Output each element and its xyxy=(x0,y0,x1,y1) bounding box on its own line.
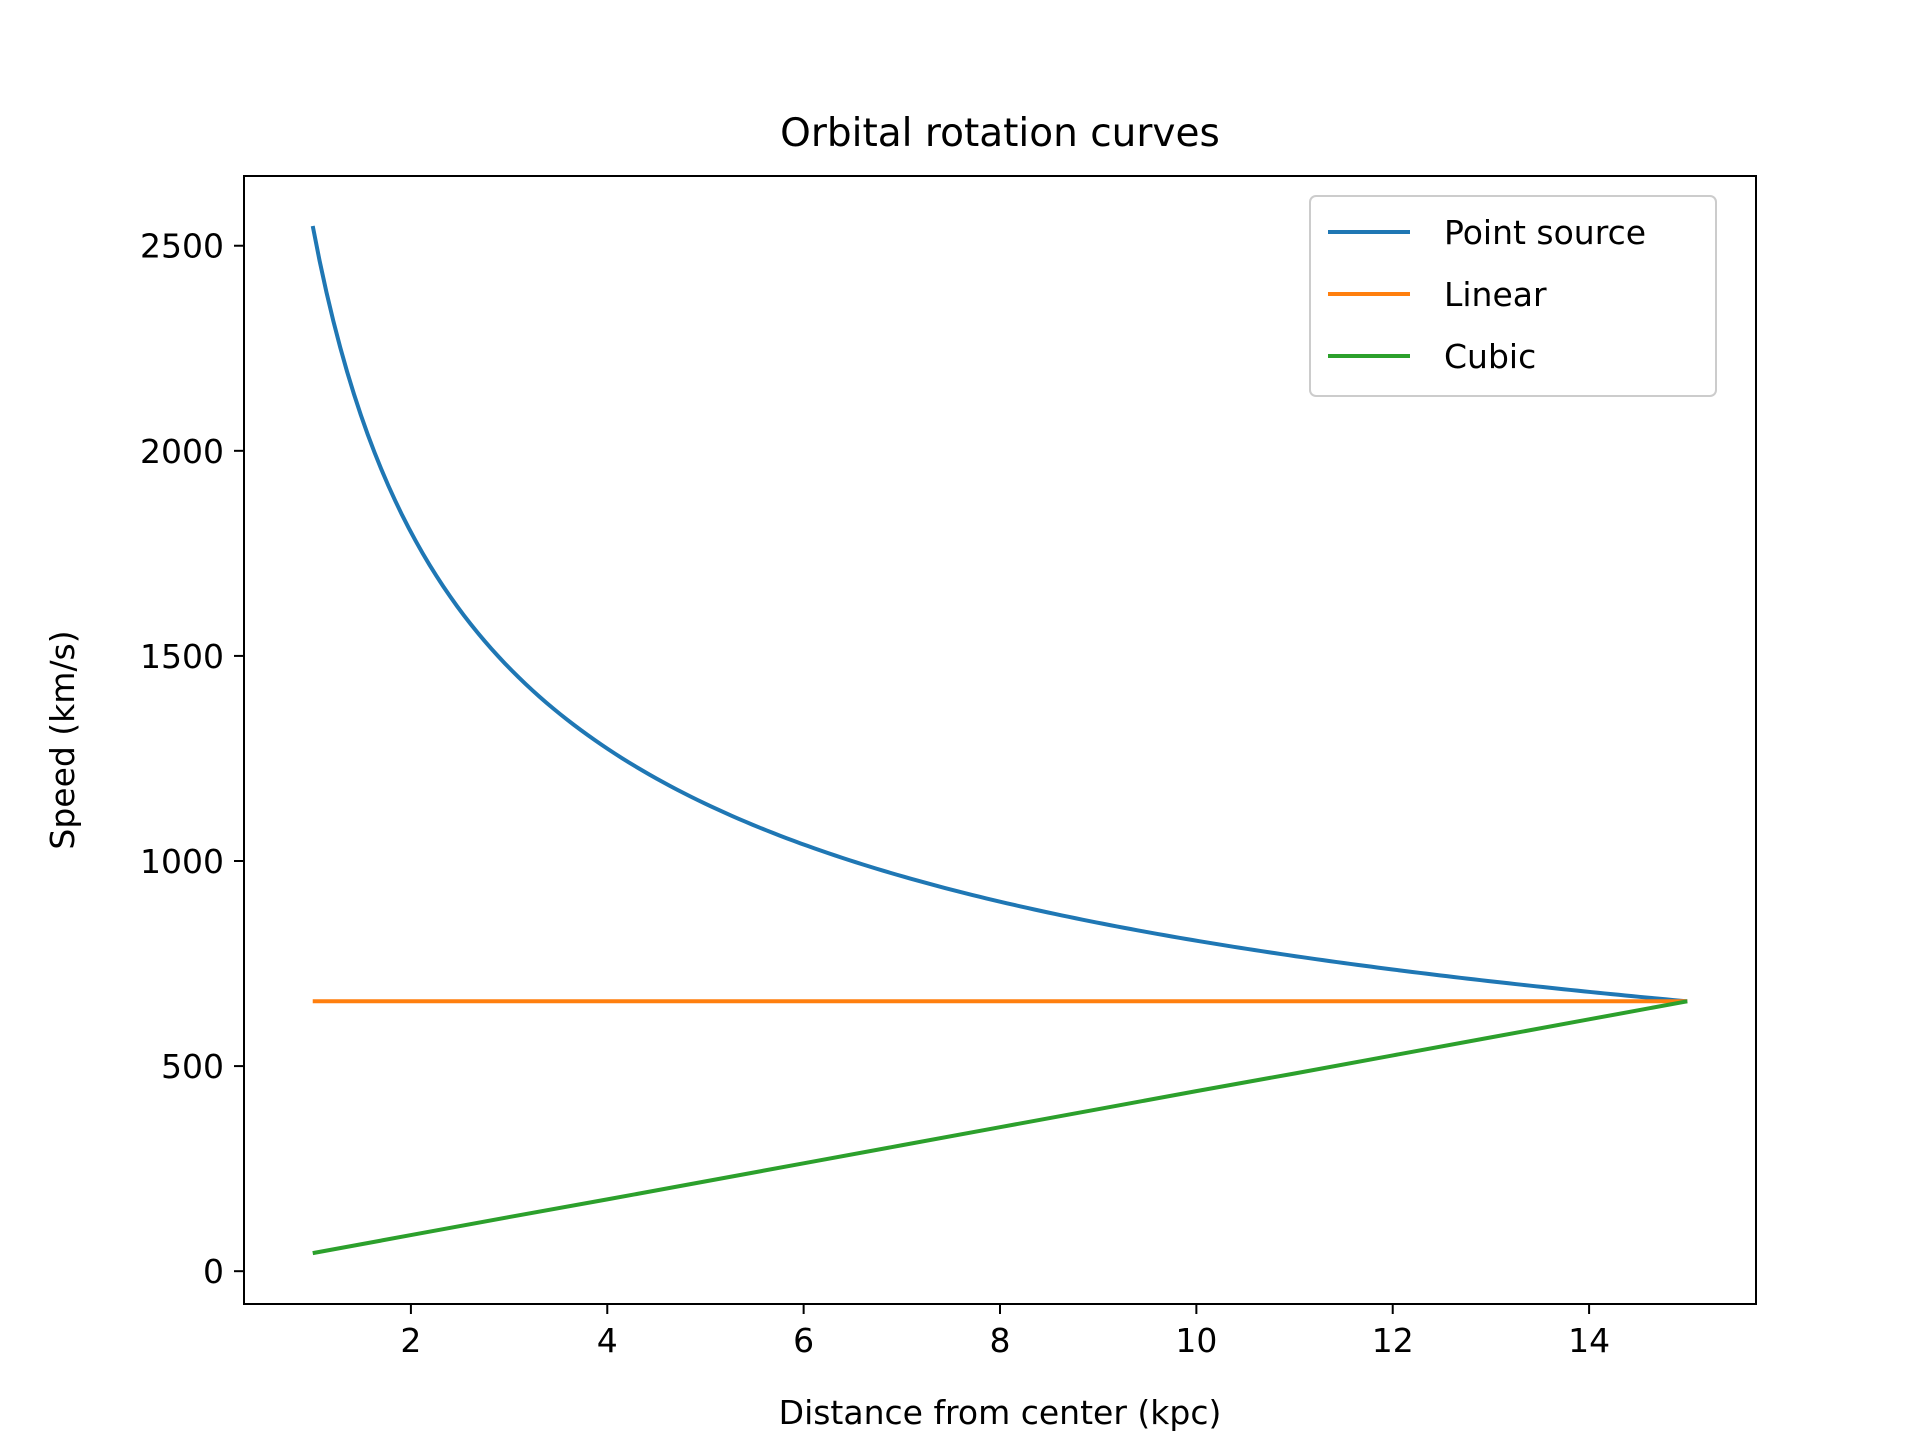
x-tick-label: 2 xyxy=(400,1321,421,1360)
y-tick-label: 1000 xyxy=(140,842,224,881)
x-tick-label: 8 xyxy=(990,1321,1011,1360)
x-tick-label: 10 xyxy=(1175,1321,1217,1360)
legend-label: Point source xyxy=(1444,213,1646,252)
chart-title: Orbital rotation curves xyxy=(780,111,1220,156)
x-tick-label: 4 xyxy=(597,1321,618,1360)
x-axis: 2 4 6 8 10 12 14 xyxy=(400,1304,1610,1360)
y-tick-label: 2000 xyxy=(140,432,224,471)
y-tick-label: 1500 xyxy=(140,637,224,676)
series-line-point-source xyxy=(310,225,1688,1004)
y-tick-label: 500 xyxy=(161,1047,224,1086)
series-line-cubic xyxy=(312,999,1688,1256)
y-axis: 0 500 1000 1500 2000 2500 xyxy=(140,227,244,1291)
y-tick-label: 2500 xyxy=(140,227,224,266)
legend: Point source Linear Cubic xyxy=(1309,195,1717,397)
series-layer xyxy=(310,225,1688,1256)
x-tick-label: 14 xyxy=(1568,1321,1610,1360)
legend-box xyxy=(1309,195,1717,397)
x-axis-title: Distance from center (kpc) xyxy=(779,1393,1222,1432)
x-tick-label: 12 xyxy=(1372,1321,1414,1360)
legend-label: Cubic xyxy=(1444,337,1536,376)
legend-label: Linear xyxy=(1444,275,1547,314)
y-tick-label: 0 xyxy=(203,1252,224,1291)
y-axis-title: Speed (km/s) xyxy=(43,630,82,849)
x-tick-label: 6 xyxy=(793,1321,814,1360)
